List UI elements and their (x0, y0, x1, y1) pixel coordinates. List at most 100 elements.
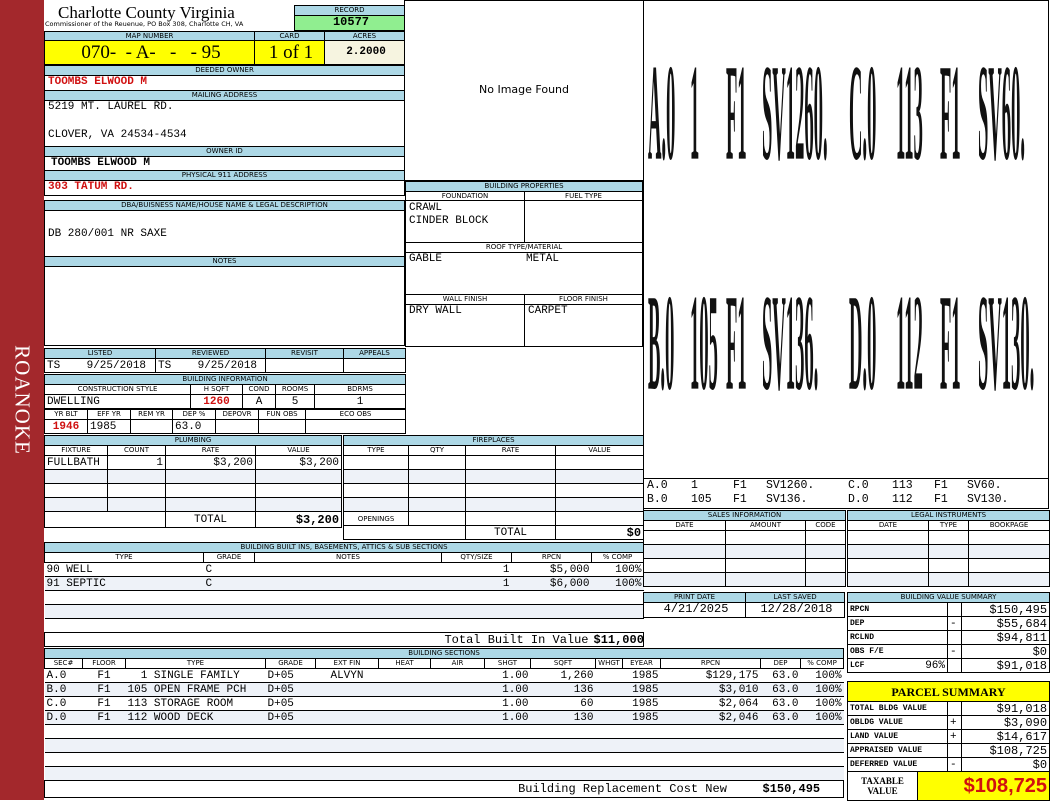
cell (805, 544, 846, 559)
cell: $3,200 (165, 455, 256, 470)
cell (430, 710, 485, 725)
cell (595, 752, 623, 767)
cell (254, 469, 343, 484)
cell: $2,046 (660, 710, 761, 725)
column-header: DATE (643, 520, 726, 531)
table-row (643, 572, 846, 587)
cell (928, 530, 969, 545)
sign: + (947, 715, 962, 730)
cell (254, 604, 442, 619)
cell: $129,175 (660, 668, 761, 683)
cell (254, 562, 442, 577)
cell (107, 483, 166, 498)
sketch-label: 1 (690, 39, 700, 191)
column-header: FLOOR (82, 658, 126, 669)
cell (378, 752, 431, 767)
cell: $2,064 (660, 696, 761, 711)
cell (44, 618, 204, 633)
cell (847, 544, 929, 559)
cell (805, 530, 846, 545)
cell (44, 766, 83, 781)
cell (643, 544, 726, 559)
cell: B.0 (44, 682, 83, 697)
cell: 100% (800, 668, 844, 683)
cell (595, 766, 623, 781)
cell (315, 710, 379, 725)
legal-instruments-table: LEGAL INSTRUMENTS DATE TYPE BOOKPAGE (846, 510, 1050, 587)
cell (82, 766, 126, 781)
physical-address: 303 TATUM RD. (44, 180, 405, 196)
cell (44, 752, 83, 767)
replacement-cost-total: $150,495 (760, 780, 845, 798)
cell (265, 724, 316, 739)
cell (595, 724, 623, 739)
legend-token: SV136. (766, 493, 808, 506)
table-row (643, 530, 846, 545)
total-row: PARCEL SUMMARY (846, 681, 1050, 702)
cell: 5 (275, 394, 315, 409)
column-header: EYEAR (622, 658, 661, 669)
total-row: LAND VALUE + $14,617 (847, 729, 1050, 744)
print-date: 4/21/2025 (643, 602, 746, 618)
cell (643, 530, 726, 545)
summary-label: DEP (847, 616, 948, 631)
cell (805, 572, 846, 587)
table-row: 90 WELL C 1 $5,000 100% (44, 562, 644, 577)
table-row: FULLBATH 1 $3,200 $3,200 (44, 455, 343, 470)
cell: $5,000 (511, 562, 592, 577)
office-subtitle: Commissioner of the Reuenue, PO Box 308,… (45, 20, 244, 28)
table-row (847, 558, 1050, 573)
cell (660, 766, 761, 781)
cell (847, 558, 929, 573)
sign (947, 701, 962, 716)
parcel-summary: PARCEL SUMMARY TOTAL BLDG VALUE $91,018 OBL… (846, 681, 1050, 801)
total-row: RCLND $94,811 (847, 630, 1050, 645)
table-row (343, 469, 645, 484)
cell: 100% (591, 562, 644, 577)
column-header: VALUE (554, 445, 645, 456)
property-image: No Image Found (404, 0, 644, 181)
cell (484, 738, 531, 753)
cell: A (242, 394, 276, 409)
table-row (44, 618, 644, 633)
cell (215, 419, 259, 434)
summary-label: LAND VALUE (847, 729, 948, 744)
cell: D+05 (265, 668, 316, 683)
cell (265, 766, 316, 781)
column-header: GRADE (203, 552, 255, 563)
cell (343, 358, 406, 373)
column-header: TYPE (928, 520, 969, 531)
total-row: OBLDG VALUE + $3,090 (847, 715, 1050, 730)
cell (465, 455, 556, 470)
cell (130, 419, 173, 434)
section-title: PLUMBING (43, 435, 343, 446)
cell (254, 590, 442, 605)
building-sections-table: BUILDING SECTIONS SEC# FLOOR TYPE GRADE EXT F… (43, 648, 845, 798)
cell: 136 (530, 682, 596, 697)
cell: 1985 (622, 682, 661, 697)
cell (44, 724, 83, 739)
section-title: FIREPLACES (342, 435, 645, 446)
cell (258, 419, 306, 434)
cell (44, 469, 108, 484)
cell (484, 766, 531, 781)
cell: 63.0 (760, 668, 801, 683)
legend-token: SV60. (967, 479, 1002, 492)
sketch-legend: A.0 1 F1 SV1260. C.0 113 F1 SV60. B.0 105 F1 SV136.… (643, 478, 1049, 509)
sketch-label: 112 (896, 269, 923, 421)
sketch-label: F1 (940, 269, 961, 421)
sign: - (947, 616, 962, 631)
cell: F1 (82, 668, 126, 683)
column-header: REM YR (130, 409, 173, 420)
column-header: COND (242, 384, 276, 395)
table-row (44, 766, 844, 781)
sketch-label: F1 (940, 39, 961, 191)
cell (622, 724, 661, 739)
cell (44, 590, 204, 605)
total-row: OBS F/E - $0 (847, 644, 1050, 659)
cell (847, 572, 929, 587)
table-row (847, 530, 1050, 545)
column-header: % COMP (590, 552, 645, 563)
section-title: LEGAL INSTRUMENTS (846, 510, 1050, 521)
sign (947, 630, 962, 645)
